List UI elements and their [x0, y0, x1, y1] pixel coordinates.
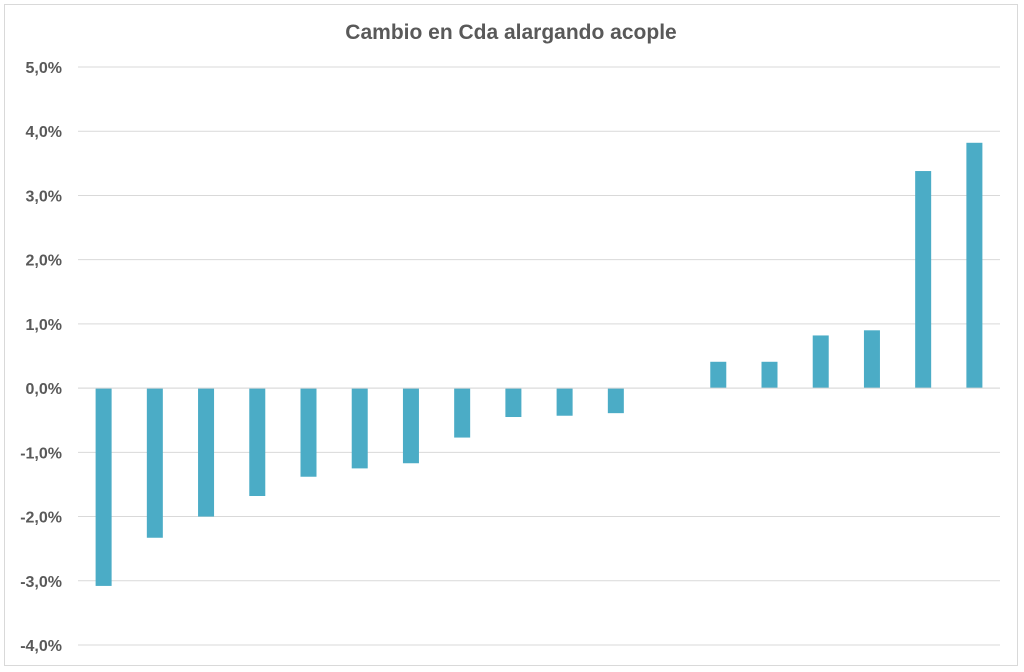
y-tick-label: -4,0%	[20, 638, 62, 655]
gridlines	[78, 66, 1000, 646]
y-tick-label: -3,0%	[20, 574, 62, 591]
chart-title: Cambio en Cda alargando acople	[345, 21, 676, 44]
bar	[607, 388, 624, 414]
y-tick-label: 2,0%	[26, 253, 62, 270]
bar	[249, 388, 266, 497]
bar	[761, 361, 778, 389]
chart-frame	[4, 4, 1018, 666]
bar	[863, 330, 880, 389]
bar	[402, 388, 419, 464]
bar	[300, 388, 317, 477]
y-tick-label: 3,0%	[26, 188, 62, 205]
bar	[198, 388, 215, 517]
y-axis-tick-labels: 5,0% 4,0% 3,0% 2,0% 1,0% 0,0% -1,0% -2,0% -3,0% -…	[20, 60, 62, 655]
y-tick-label: 1,0%	[26, 317, 62, 334]
bar	[915, 171, 932, 389]
y-tick-label: -1,0%	[20, 445, 62, 462]
bar	[351, 388, 368, 469]
bar	[710, 361, 727, 389]
y-tick-label: 4,0%	[26, 124, 62, 141]
bar	[95, 388, 112, 586]
y-tick-label: -2,0%	[20, 510, 62, 527]
bar	[505, 388, 522, 418]
y-tick-label: 5,0%	[26, 60, 62, 77]
bar	[966, 142, 983, 389]
bar	[454, 388, 471, 438]
bar	[146, 388, 163, 538]
bar-series	[95, 142, 983, 586]
bar	[812, 335, 829, 389]
bar	[556, 388, 573, 416]
y-tick-label: 0,0%	[26, 381, 62, 398]
